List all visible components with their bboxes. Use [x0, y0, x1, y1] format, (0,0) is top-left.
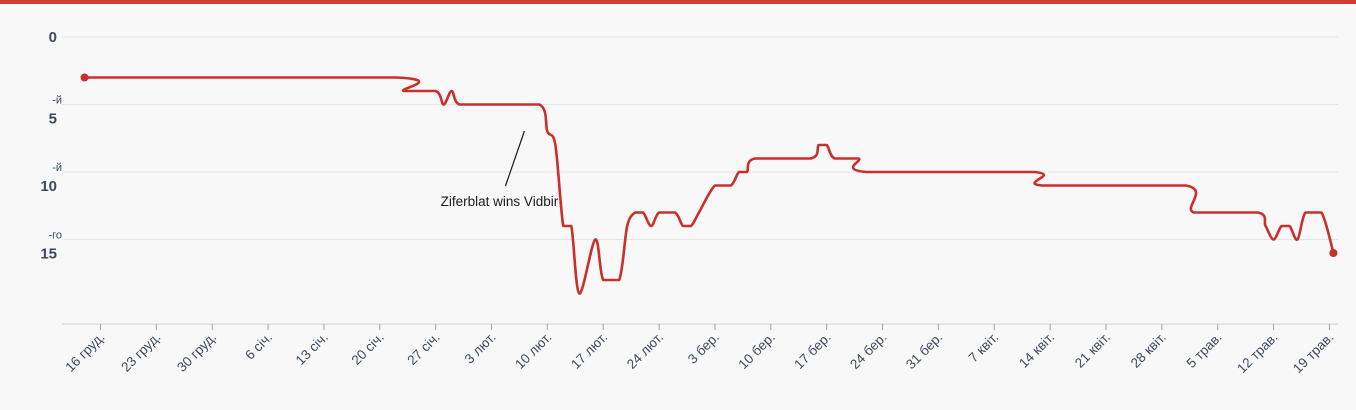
series-line — [83, 76, 1335, 295]
y-axis: 0 -й 5 -й 10 -го 15 — [40, 29, 62, 263]
x-tick-label: 30 груд. — [174, 330, 219, 375]
annotation-label: Ziferblat wins Vidbir — [441, 194, 559, 209]
series-start-point — [80, 73, 89, 82]
x-tick-label: 14 квіт. — [1016, 330, 1057, 371]
x-tick-label: 24 бер. — [847, 330, 890, 373]
x-tick-label: 27 січ. — [404, 330, 442, 368]
x-tick-label: 10 бер. — [735, 330, 778, 373]
y-tick-suffix: -го — [48, 230, 62, 242]
y-tick-suffix: -й — [52, 95, 62, 107]
top-accent-bar — [0, 0, 1356, 4]
x-tick-label: 20 січ. — [349, 330, 387, 368]
x-tick-label: 12 трав. — [1234, 330, 1281, 377]
x-tick-label: 23 груд. — [118, 330, 163, 375]
annotation-leader-line — [504, 130, 526, 187]
x-tick-label: 17 бер. — [791, 330, 834, 373]
x-tick-label: 13 січ. — [293, 330, 331, 368]
x-tick-label: 24 лют. — [624, 330, 666, 372]
x-tick-label: 19 трав. — [1290, 330, 1337, 377]
x-tick-label: 6 січ. — [242, 330, 275, 363]
x-tick-label: 21 квіт. — [1072, 330, 1113, 371]
x-tick-label: 10 лют. — [512, 330, 554, 372]
x-tick-label: 7 квіт. — [965, 330, 1001, 366]
x-tick-label: 3 бер. — [685, 330, 722, 367]
x-tick-label: 31 бер. — [903, 330, 946, 373]
x-axis: 16 груд. 23 груд. 30 груд. 6 січ. 13 січ. 20 … — [62, 323, 1338, 377]
y-tick-label: 15 — [40, 246, 57, 263]
x-tick-label: 17 лют. — [568, 330, 610, 372]
x-tick-label: 3 лют. — [462, 330, 499, 367]
grid-lines — [62, 36, 1338, 240]
series-end-point — [1329, 249, 1338, 257]
x-tick-label: 28 квіт. — [1128, 330, 1169, 371]
x-tick-label: 16 груд. — [62, 330, 107, 375]
y-tick-label: 10 — [40, 178, 57, 195]
series-layer — [80, 73, 1338, 295]
annotations: Ziferblat wins Vidbir — [441, 130, 559, 209]
x-tick-label: 5 трав. — [1184, 330, 1225, 371]
y-tick-suffix: -й — [52, 162, 62, 174]
y-tick-label: 5 — [49, 111, 57, 128]
y-tick-label: 0 — [49, 29, 57, 46]
